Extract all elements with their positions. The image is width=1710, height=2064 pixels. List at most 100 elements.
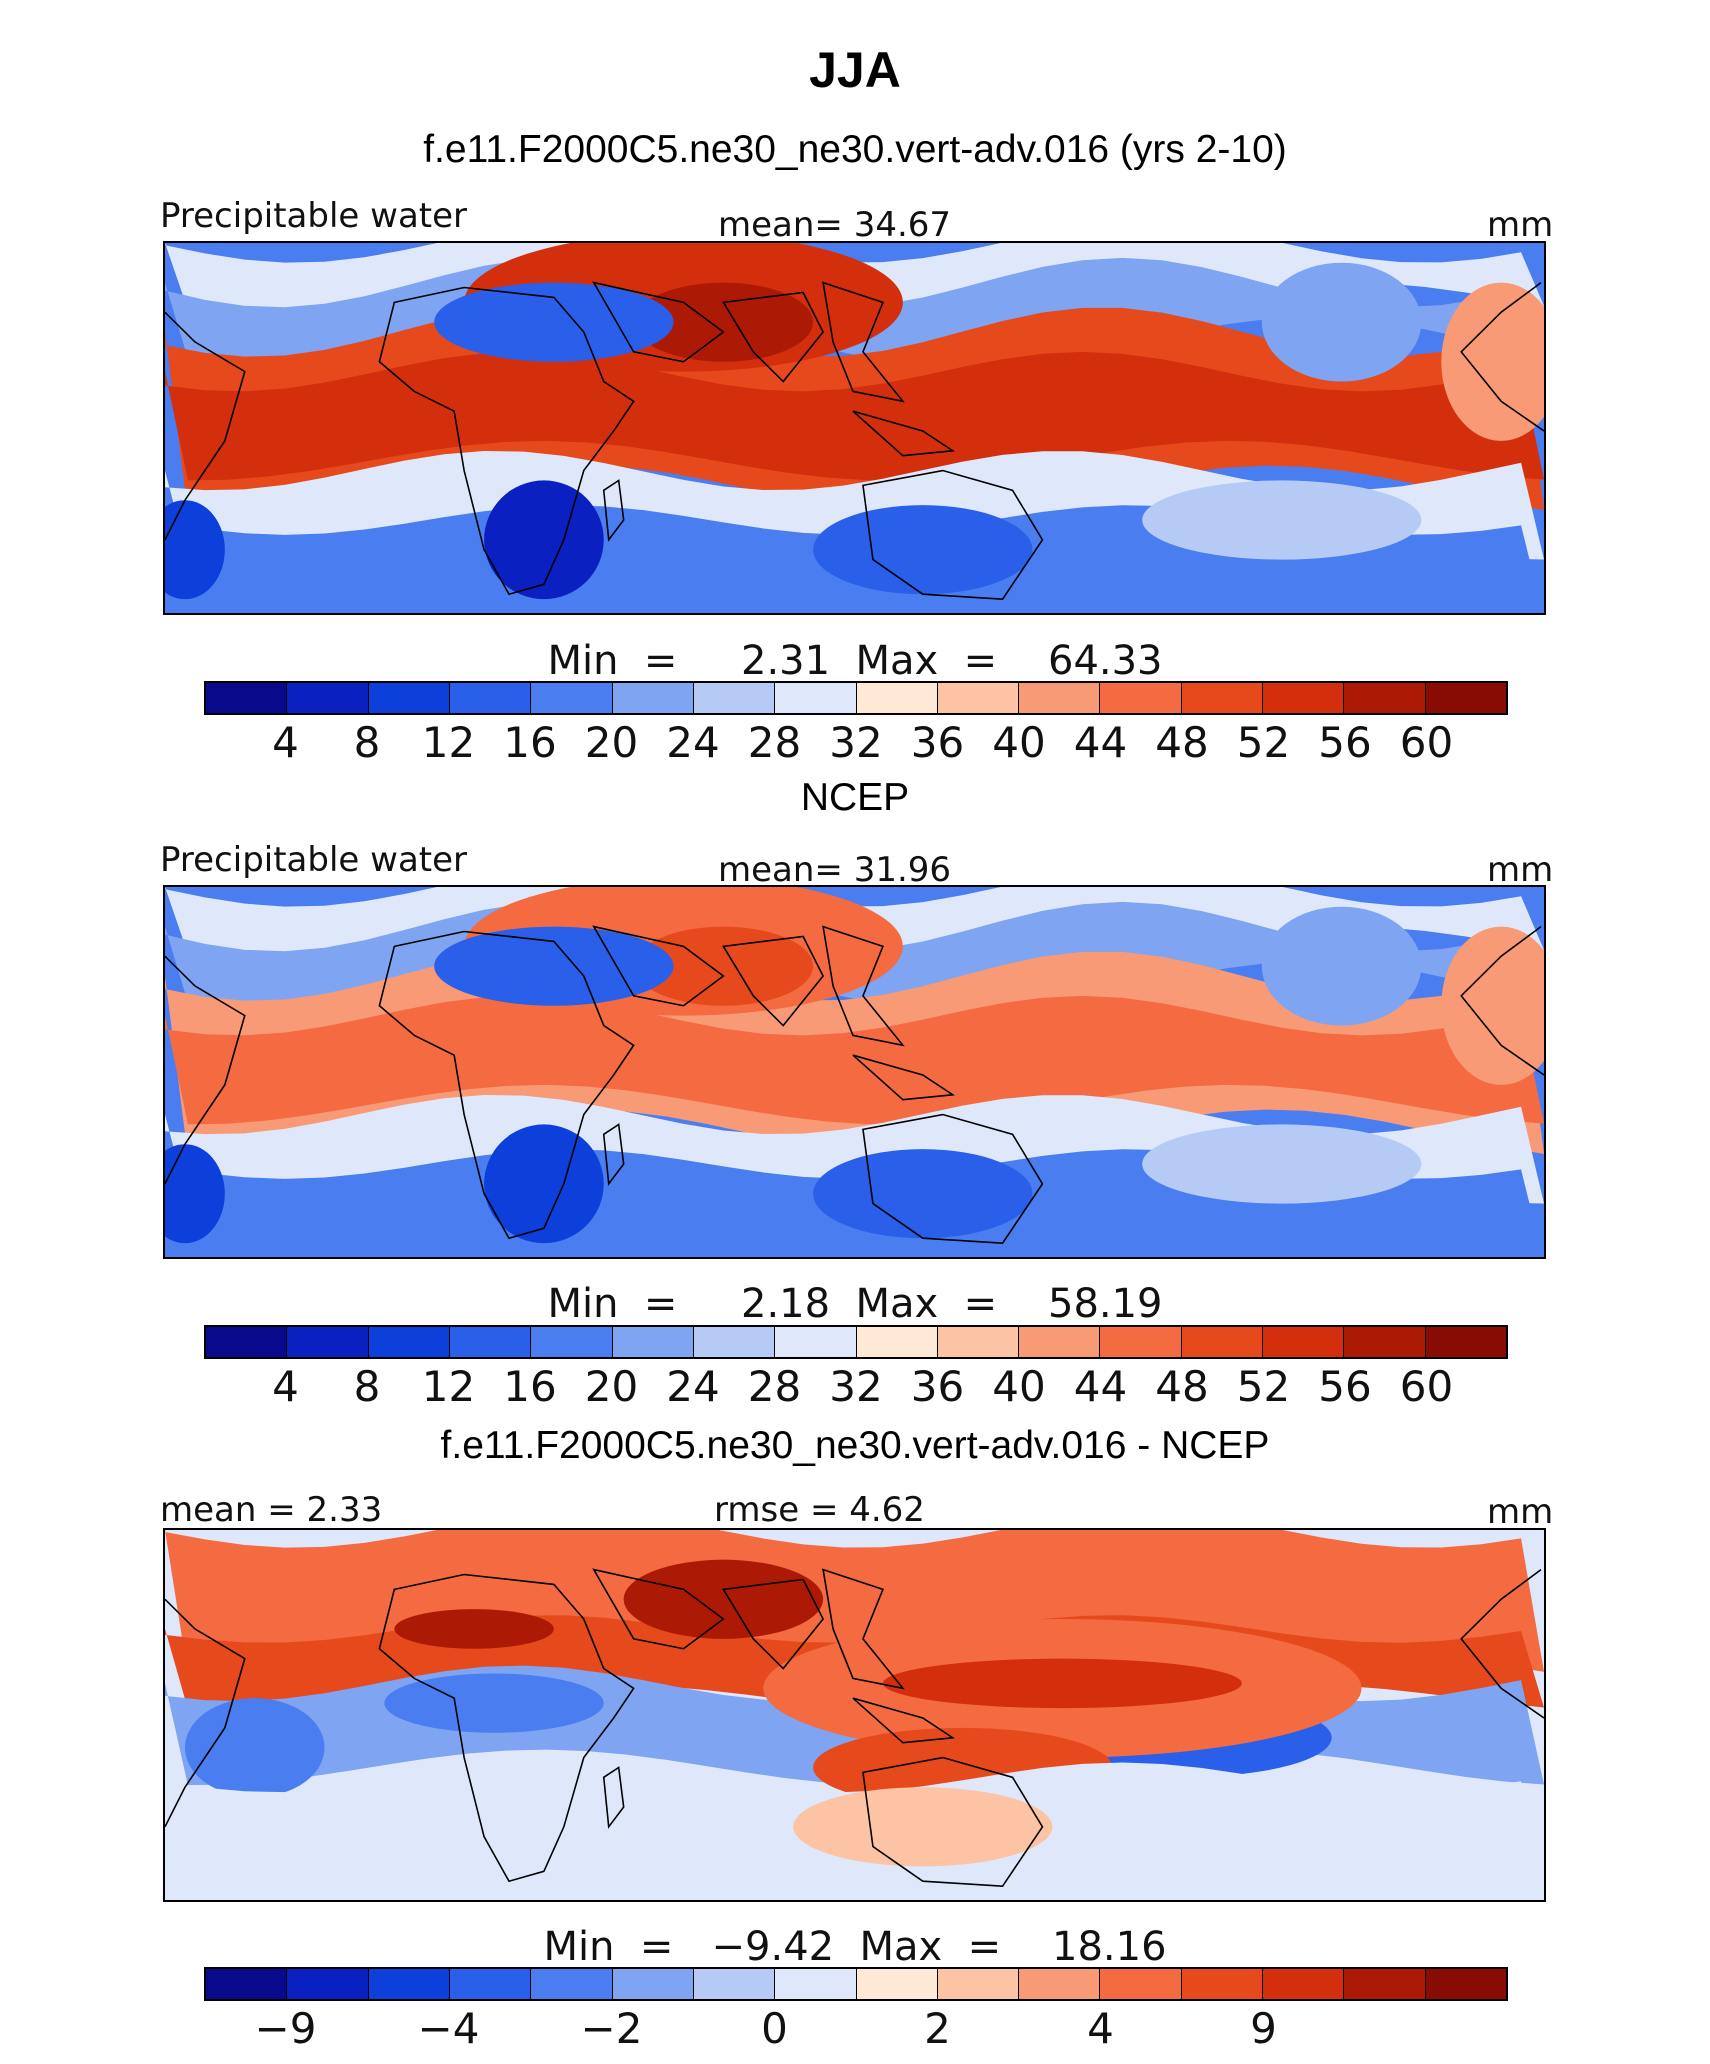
colorbar-tick-label: 48 <box>1155 718 1209 767</box>
colorbar-tick-label: 36 <box>910 718 965 767</box>
colorbar-tick-label: 12 <box>421 1362 476 1411</box>
colorbar-tick-label: 32 <box>829 1362 883 1411</box>
coastline <box>722 935 825 1027</box>
colorbar-tick-label: 4 <box>272 1362 299 1411</box>
colorbar-box <box>1019 1327 1101 1357</box>
colorbar-tick-label: 4 <box>1087 2004 1114 2053</box>
panel-3-minmax: Min = −9.42 Max = 18.16 <box>543 1924 1167 1970</box>
colorbar-box <box>612 683 694 713</box>
colorbar-tick-label: 8 <box>353 1362 381 1411</box>
panel-1-colorbar <box>204 681 1508 715</box>
colorbar-tick-label: 0 <box>761 2004 788 2053</box>
colorbar-tick-label: 32 <box>829 718 883 767</box>
colorbar-tick-label: 2 <box>924 2004 951 2053</box>
panel-2-units-label: mm <box>1487 850 1554 890</box>
coastline <box>592 1568 725 1650</box>
contour-region <box>165 351 1544 481</box>
colorbar-box <box>937 1327 1020 1357</box>
panel-3-mean-label: mean = 2.33 <box>160 1490 383 1530</box>
colorbar-tick-label: 44 <box>1073 1362 1128 1411</box>
colorbar-box <box>368 683 450 713</box>
colorbar-box <box>1344 1969 1426 1999</box>
colorbar-box <box>206 1327 288 1357</box>
colorbar-box <box>531 1969 613 1999</box>
coastline <box>165 311 246 541</box>
coastline <box>602 479 625 542</box>
contour-region <box>165 1144 225 1244</box>
contour-region <box>1261 906 1422 1026</box>
colorbar-box <box>1100 683 1182 713</box>
coastline <box>822 925 905 1047</box>
colorbar-box <box>937 1969 1020 1999</box>
panel-3-title: f.e11.F2000C5.ne30_ne30.vert-adv.016 - N… <box>440 1424 1270 1467</box>
colorbar-tick-label: 44 <box>1073 718 1128 767</box>
colorbar-box <box>775 1327 857 1357</box>
colorbar-box <box>1100 1969 1182 1999</box>
panel-3-map <box>163 1528 1546 1902</box>
colorbar-box <box>1181 1969 1264 1999</box>
contour-region <box>813 1149 1033 1239</box>
panel-1-map <box>163 241 1546 615</box>
colorbar-box <box>775 1969 857 1999</box>
colorbar-box <box>206 1969 288 1999</box>
colorbar-tick-label: 9 <box>1250 2004 1277 2053</box>
colorbar-tick-label: 52 <box>1236 718 1291 767</box>
coastline <box>852 1697 956 1744</box>
colorbar-tick-label: 28 <box>747 718 802 767</box>
colorbar-box <box>449 683 532 713</box>
colorbar-tick-label: 20 <box>584 718 639 767</box>
contour-region <box>184 1698 325 1798</box>
colorbar-tick-label: 12 <box>421 718 476 767</box>
contour-region <box>1441 282 1544 441</box>
colorbar-tick-label: 40 <box>992 718 1046 767</box>
colorbar-box <box>1019 1969 1101 1999</box>
coastline <box>862 1756 1044 1887</box>
coastline <box>1460 1568 1544 1719</box>
panel-2-colorbar <box>204 1325 1508 1359</box>
colorbar-box <box>368 1969 450 1999</box>
colorbar-box <box>287 683 369 713</box>
colorbar-tick-label: 60 <box>1399 1362 1454 1411</box>
panel-2-minmax: Min = 2.18 Max = 58.19 <box>547 1281 1163 1327</box>
coastline <box>592 925 725 1007</box>
colorbar-box <box>693 1969 776 1999</box>
colorbar-tick-label: 16 <box>503 1362 557 1411</box>
colorbar-tick-label: 20 <box>584 1362 639 1411</box>
coastline <box>165 1598 246 1828</box>
panel-3-colorbar <box>204 1967 1508 2001</box>
colorbar-box <box>531 1327 613 1357</box>
contour-region <box>1142 480 1422 560</box>
coastline <box>378 286 635 596</box>
coastline <box>822 281 905 403</box>
colorbar-box <box>1425 1327 1506 1357</box>
colorbar-tick-label: −4 <box>417 2004 480 2053</box>
contour-region <box>1261 262 1422 382</box>
panel-2-map <box>163 885 1546 1259</box>
panel-3-colorbar-ticks: −9 −4 −2 0 2 4 9 <box>204 2004 1508 2054</box>
colorbar-box <box>1263 1969 1345 1999</box>
colorbar-tick-label: 56 <box>1318 1362 1372 1411</box>
colorbar-tick-label: −2 <box>580 2004 643 2053</box>
colorbar-box <box>1100 1327 1182 1357</box>
colorbar-tick-label: 24 <box>666 718 720 767</box>
contour-region <box>1142 1124 1422 1204</box>
coastline <box>862 1113 1044 1244</box>
colorbar-box <box>1344 1327 1426 1357</box>
colorbar-box <box>856 1327 938 1357</box>
contour-region <box>484 480 604 600</box>
coastline <box>378 930 635 1240</box>
contour-region <box>793 1787 1053 1867</box>
colorbar-box <box>693 1327 776 1357</box>
contour-region <box>434 282 674 362</box>
panel-1-minmax: Min = 2.31 Max = 64.33 <box>547 638 1163 684</box>
coastline <box>165 955 246 1185</box>
panel-1-units-label: mm <box>1487 205 1554 245</box>
contour-region <box>633 282 814 362</box>
coastline <box>1460 925 1544 1076</box>
colorbar-tick-label: 40 <box>992 1362 1046 1411</box>
coastline <box>722 291 825 383</box>
colorbar-box <box>1019 683 1101 713</box>
contour-region <box>165 995 1544 1125</box>
colorbar-tick-label: 48 <box>1155 1362 1209 1411</box>
colorbar-box <box>856 1969 938 1999</box>
